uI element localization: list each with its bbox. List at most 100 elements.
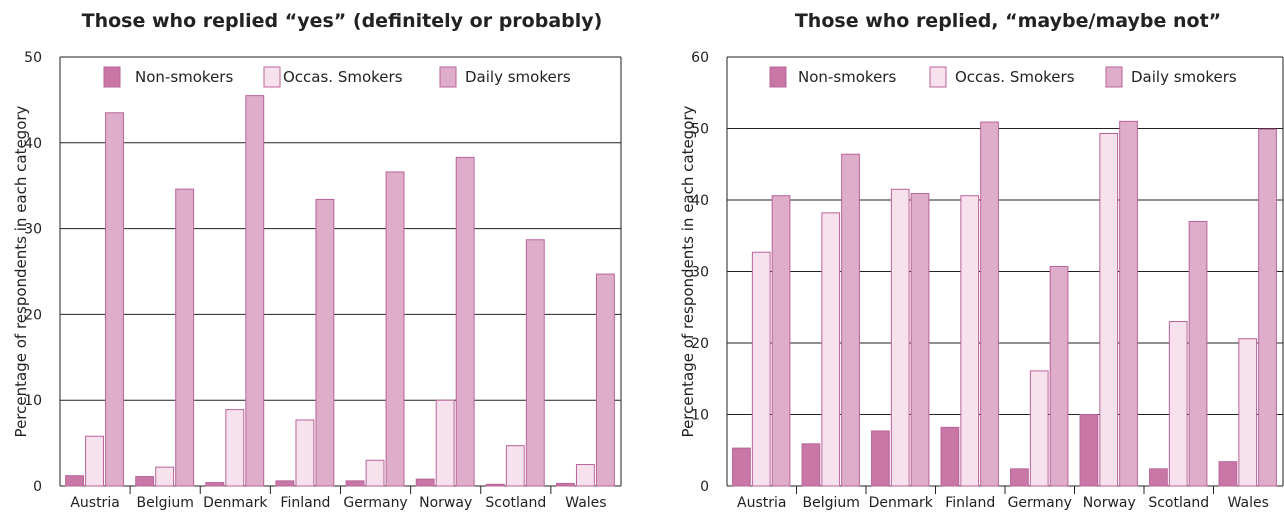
x-tick-label: Norway [419,495,472,511]
legend-label-daily_smokers: Daily smokers [1131,68,1237,86]
legend-label-non_smokers: Non-smokers [135,68,233,86]
y-tick-label: 60 [691,50,709,66]
x-tick-label: Scotland [485,495,546,511]
bar-denmark-daily_smokers [245,95,265,487]
legend-swatch-non_smokers [769,66,787,88]
bar-austria-non_smokers [65,475,84,487]
legend-swatch-occas_smokers [263,66,281,88]
bar-scotland-occas_smokers [1168,321,1188,487]
x-tick-label: Scotland [1148,495,1209,511]
bar-wales-daily_smokers [595,273,615,487]
x-tick-label: Wales [565,495,606,511]
x-tick-label: Denmark [203,495,268,511]
bar-germany-non_smokers [1010,468,1029,487]
x-tick-label: Finland [945,495,995,511]
bar-denmark-non_smokers [205,482,225,487]
legend-swatch-daily_smokers [439,66,457,88]
bar-belgium-occas_smokers [821,212,841,487]
bar-scotland-occas_smokers [505,445,525,487]
x-tick-label: Wales [1228,495,1269,511]
bar-austria-non_smokers [732,447,751,487]
y-axis-label: Percentage of respondents in each catego… [679,105,697,437]
legend-swatch-occas_smokers [929,66,947,88]
bar-scotland-non_smokers [485,483,505,487]
bar-belgium-non_smokers [801,443,821,487]
legend-swatch-non_smokers [103,66,121,88]
x-tick-label: Norway [1083,495,1136,511]
legend-label-daily_smokers: Daily smokers [465,68,571,86]
legend: Non-smokers Occas. Smokers Daily smokers [769,66,1237,88]
bar-scotland-daily_smokers [525,239,545,487]
bar-norway-daily_smokers [1119,120,1138,487]
bars [65,95,615,487]
y-axis-label: Percentage of respondents in each catego… [12,105,30,437]
x-tick-label: Finland [280,495,330,511]
y-tick-label: 0 [700,479,709,495]
legend-label-occas_smokers: Occas. Smokers [283,68,403,86]
bar-belgium-daily_smokers [175,188,195,487]
bar-belgium-daily_smokers [841,153,860,487]
legend-swatch-daily_smokers [1105,66,1123,88]
bar-germany-occas_smokers [365,459,385,487]
bar-belgium-non_smokers [135,476,155,487]
y-tick-label: 30 [24,222,42,238]
bar-finland-occas_smokers [960,195,980,487]
bar-finland-non_smokers [275,480,295,487]
y-tick-label: 40 [24,136,42,152]
bar-wales-non_smokers [555,482,575,487]
bar-finland-non_smokers [940,426,960,487]
bar-belgium-occas_smokers [155,466,175,487]
bar-wales-daily_smokers [1258,128,1277,487]
legend-label-non_smokers: Non-smokers [798,68,896,86]
bar-scotland-non_smokers [1149,468,1168,487]
bar-finland-daily_smokers [980,121,999,487]
bar-austria-daily_smokers [771,195,791,487]
chart-title: Those who replied “yes” (definitely or p… [82,10,603,32]
bar-wales-occas_smokers [1238,338,1258,487]
bar-finland-occas_smokers [295,419,315,487]
bars [732,120,1277,487]
bar-norway-daily_smokers [455,156,475,487]
bar-germany-non_smokers [345,480,365,487]
legend-label-occas_smokers: Occas. Smokers [955,68,1075,86]
chart-panel-1: Those who replied “yes” (definitely or p… [12,10,622,511]
bar-scotland-daily_smokers [1188,220,1208,487]
bar-austria-occas_smokers [751,251,771,487]
bar-germany-daily_smokers [385,171,405,487]
bar-austria-occas_smokers [85,435,104,487]
bar-wales-non_smokers [1218,461,1238,487]
x-tick-label: Denmark [869,495,934,511]
bar-finland-daily_smokers [315,198,335,487]
y-tick-label: 50 [691,122,709,138]
bar-denmark-occas_smokers [225,409,245,487]
y-tick-label: 10 [24,393,42,409]
bar-germany-occas_smokers [1029,370,1049,487]
x-tick-label: Austria [737,495,786,511]
x-tick-label: Belgium [803,495,860,511]
y-tick-label: 0 [33,479,42,495]
bar-denmark-daily_smokers [910,193,930,487]
bar-austria-daily_smokers [105,112,124,487]
chart-panel-2: Those who replied, “maybe/maybe not” 0 10 2… [679,10,1284,511]
x-tick-label: Germany [343,495,407,511]
y-tick-label: 40 [691,193,709,209]
chart-title: Those who replied, “maybe/maybe not” [795,10,1221,32]
y-tick-label: 10 [691,408,709,424]
bar-germany-daily_smokers [1049,265,1069,487]
x-tick-label: Germany [1008,495,1072,511]
bar-norway-occas_smokers [435,399,455,487]
y-tick-label: 20 [691,336,709,352]
x-tick-label: Belgium [136,495,193,511]
y-tick-label: 50 [24,50,42,66]
bar-norway-non_smokers [415,478,435,487]
bar-denmark-occas_smokers [890,188,910,487]
bar-denmark-non_smokers [871,430,890,487]
bar-norway-non_smokers [1079,414,1099,487]
x-tick-label: Austria [70,495,119,511]
bar-norway-occas_smokers [1099,133,1119,487]
bar-wales-occas_smokers [575,464,595,487]
legend: Non-smokers Occas. Smokers Daily smokers [103,66,571,88]
y-tick-label: 30 [691,265,709,281]
